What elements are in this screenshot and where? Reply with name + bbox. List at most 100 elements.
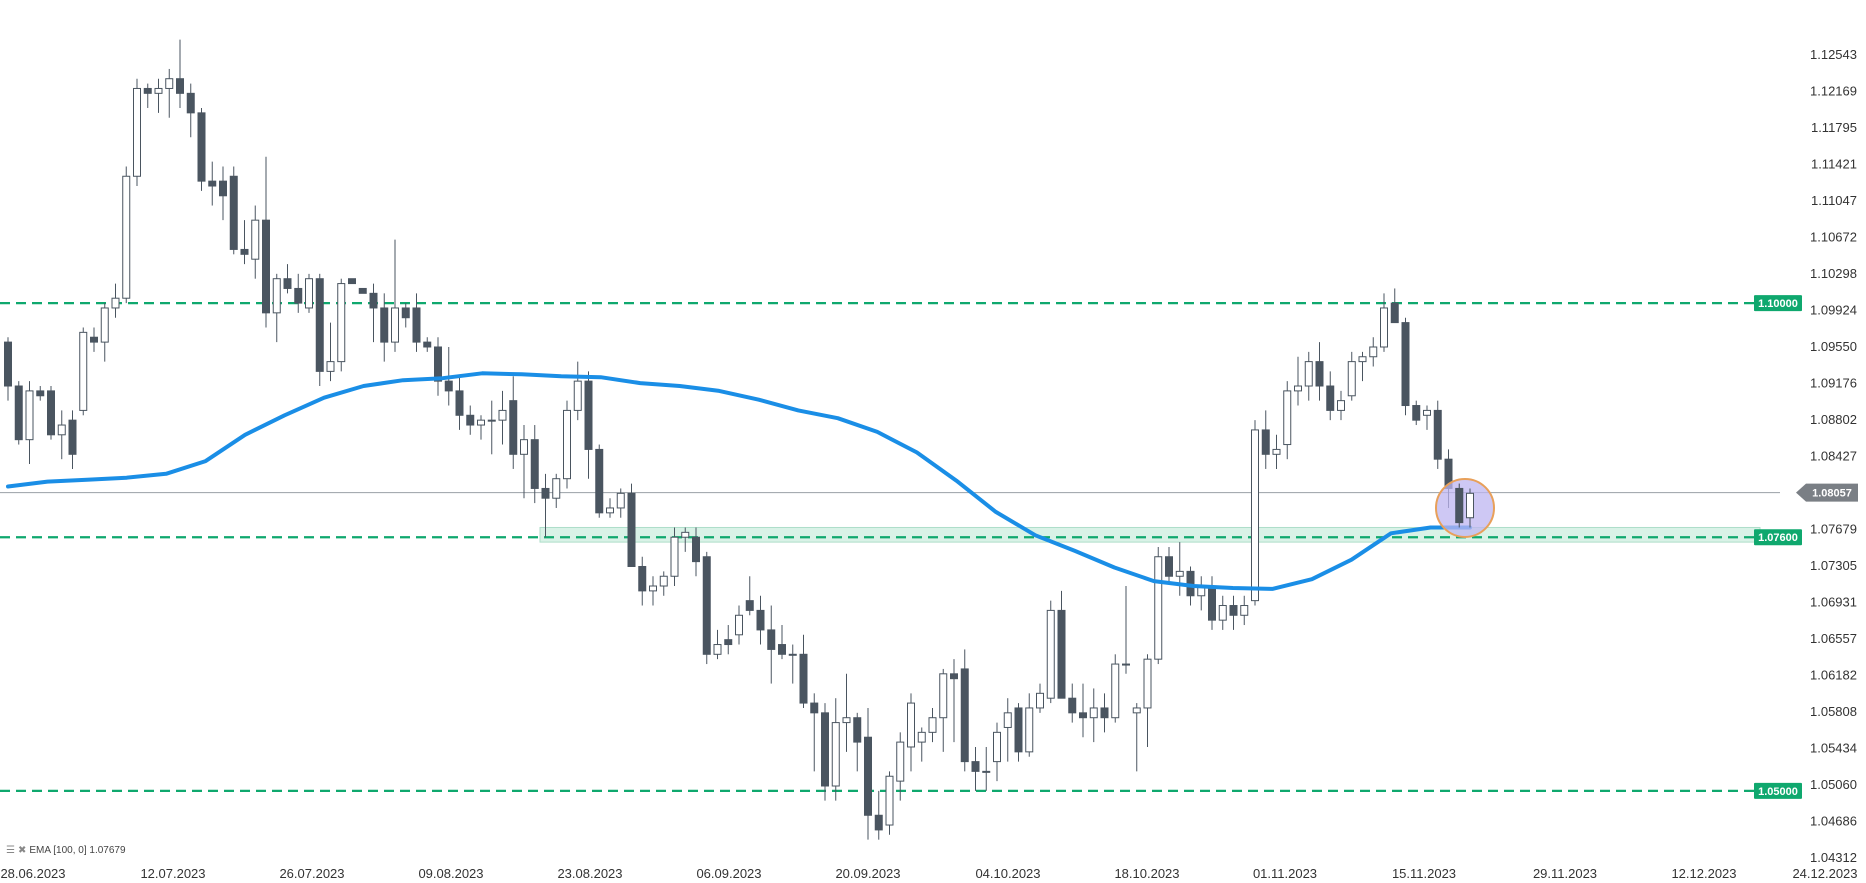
candle-bear [1433, 409, 1442, 460]
current-price-label: 1.08057 [1812, 488, 1852, 500]
candle-bull [1089, 707, 1098, 719]
candle-bull [1025, 707, 1034, 753]
x-tick-label: 23.08.2023 [557, 866, 622, 881]
candle-bull [1036, 692, 1044, 709]
candle-bear [143, 87, 152, 94]
candle-bull [1369, 346, 1378, 358]
y-tick-label: 1.09176 [1810, 375, 1857, 390]
indicator-label: EMA [100, 0] 1.07679 [29, 845, 126, 856]
candle-bull [57, 424, 66, 436]
candle-bear [380, 307, 389, 343]
x-tick-label: 12.07.2023 [140, 866, 205, 881]
candle-bear [1100, 707, 1109, 719]
candle-bear [369, 292, 378, 309]
candle-bull [498, 409, 507, 421]
candle-bull [616, 492, 625, 509]
candle-bear [864, 736, 872, 816]
y-tick-label: 1.04312 [1810, 850, 1857, 865]
y-tick-label: 1.08427 [1810, 449, 1857, 464]
candle-bear [294, 287, 303, 304]
candle-bear [455, 390, 464, 416]
candle-bear [799, 653, 808, 704]
y-tick-label: 1.09550 [1810, 339, 1857, 354]
x-tick-label: 20.09.2023 [835, 866, 900, 881]
candle-bull [1132, 707, 1141, 714]
candle-bear [1326, 385, 1335, 411]
candle-bull [659, 575, 668, 587]
candle-bull [305, 278, 313, 309]
candle-bear [1315, 361, 1324, 387]
candle-bear [756, 609, 765, 631]
candle-bear [229, 175, 238, 250]
level-tag-label: 1.10000 [1758, 298, 1798, 310]
candle-bear [208, 180, 217, 187]
candle-bull [111, 297, 120, 309]
candle-bull [563, 409, 571, 480]
candle-bull [133, 87, 141, 177]
candle-bull [1304, 361, 1313, 387]
y-tick-label: 1.04686 [1810, 814, 1857, 829]
y-tick-label: 1.06557 [1810, 631, 1857, 646]
candle-bear [1014, 707, 1023, 753]
candle-bear [240, 248, 249, 255]
candle-bear [1068, 697, 1077, 714]
candle-bear [176, 78, 184, 94]
candle-bear [971, 761, 980, 772]
candle-bull [1154, 556, 1163, 660]
candle-bear [745, 600, 754, 611]
y-tick-label: 1.07679 [1810, 522, 1857, 537]
x-tick-label: 28.06.2023 [0, 866, 65, 881]
candle-bull [552, 478, 561, 499]
candle-bear [810, 702, 819, 714]
candle-bull [487, 419, 496, 422]
level-tag-label: 1.05000 [1758, 786, 1798, 798]
candle-bull [1423, 409, 1431, 416]
y-tick-label: 1.11421 [1811, 156, 1857, 171]
candle-bear [90, 336, 98, 343]
candle-bull [1283, 390, 1292, 446]
candle-bear [778, 644, 786, 655]
candle-bear [401, 307, 410, 319]
candle-bull [1380, 307, 1388, 348]
current-price-tag [1796, 483, 1858, 502]
candle-bear [283, 278, 292, 289]
y-tick-label: 1.06182 [1810, 668, 1857, 683]
candle-bull [1251, 429, 1259, 602]
candle-bear [874, 814, 883, 831]
candle-bull [917, 731, 926, 743]
y-tick-label: 1.05808 [1810, 704, 1857, 719]
candle-bull [337, 283, 346, 363]
candle-bull [1272, 448, 1281, 455]
candle-bull [831, 722, 840, 787]
level-tag-label: 1.07600 [1758, 532, 1798, 544]
level-tag-0 [1754, 295, 1802, 312]
y-tick-label: 1.12543 [1810, 47, 1857, 62]
y-tick-label: 1.12169 [1810, 83, 1857, 98]
candle-bear [1412, 405, 1421, 421]
candle-bull [1111, 663, 1120, 719]
settings-icon[interactable]: ☰ [6, 845, 15, 856]
candle-bull [79, 331, 88, 411]
candle-bear [638, 565, 647, 592]
level-tag-2 [1754, 782, 1802, 799]
candle-bull [326, 361, 335, 372]
candle-bear [412, 307, 421, 343]
candle-bear [4, 341, 12, 387]
candle-bear [1208, 585, 1216, 621]
candle-bear [530, 439, 539, 489]
candle-bear [1390, 302, 1399, 324]
x-tick-label: 12.12.2023 [1671, 866, 1736, 881]
candle-bear [584, 380, 593, 450]
candle-bear [68, 419, 77, 455]
candle-bull [896, 741, 905, 782]
ema-line [6, 371, 1472, 591]
candle-bear [724, 639, 733, 646]
x-tick-label: 04.10.2023 [975, 866, 1040, 881]
x-tick-label: 01.11.2023 [1253, 866, 1317, 881]
candle-bull [573, 380, 582, 411]
y-tick-label: 1.08802 [1810, 412, 1857, 427]
close-icon[interactable]: ✖ [17, 845, 27, 856]
candle-bear [262, 219, 270, 314]
indicator-legend[interactable]: ☰ ✖ EMA [100, 0] 1.07679 [6, 845, 126, 856]
candle-bull [477, 419, 485, 426]
